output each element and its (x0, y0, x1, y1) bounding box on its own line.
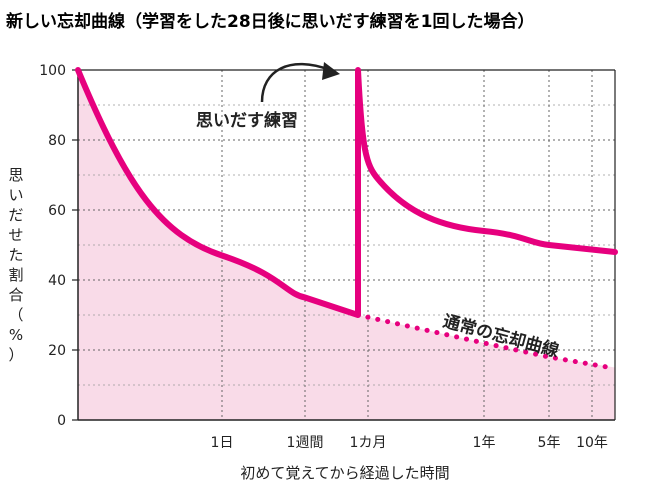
y-axis-label-char: い (8, 186, 23, 204)
x-tick-label: 1年 (473, 435, 496, 451)
series-line-normal-curve (355, 312, 613, 370)
x-axis-label: 初めて覚えてから経過した時間 (240, 464, 449, 482)
x-tick-label: 1週間 (287, 435, 324, 451)
y-axis-label-char: % (9, 326, 23, 344)
x-ticks: 1日 1週間 1カ月 1年 5年 10年 (211, 435, 608, 451)
x-tick-label: 1日 (211, 435, 234, 451)
area-fill (78, 70, 615, 420)
y-axis-label-char: 思 (8, 166, 23, 184)
y-tick-label: 0 (57, 413, 66, 429)
y-tick-label: 20 (48, 343, 66, 359)
y-axis-label-char: た (8, 246, 23, 264)
practice-arrowhead (322, 62, 340, 80)
y-axis-label-char: 合 (8, 286, 23, 304)
practice-label: 思いだす練習 (196, 110, 298, 131)
y-axis-label-char: ） (8, 346, 23, 364)
y-axis-label-char: （ (8, 306, 23, 324)
y-axis-label-char: だ (8, 206, 23, 224)
y-ticks: 0 20 40 60 80 100 (39, 63, 78, 429)
practice-arrow (260, 62, 331, 103)
x-tick-label: 1カ月 (350, 435, 387, 451)
x-tick-label: 10年 (576, 435, 608, 451)
y-tick-label: 40 (48, 273, 66, 289)
y-tick-label: 100 (39, 63, 66, 79)
series-line-new-curve (75, 67, 618, 318)
y-tick-label: 60 (48, 203, 66, 219)
y-tick-label: 80 (48, 133, 66, 149)
chart-title: 新しい忘却曲線（学習をした28日後に思いだす練習を1回した場合） (6, 11, 535, 32)
x-tick-label: 5年 (538, 435, 561, 451)
y-axis-label-char: せ (8, 226, 23, 244)
y-axis-label-char: 割 (8, 266, 23, 284)
